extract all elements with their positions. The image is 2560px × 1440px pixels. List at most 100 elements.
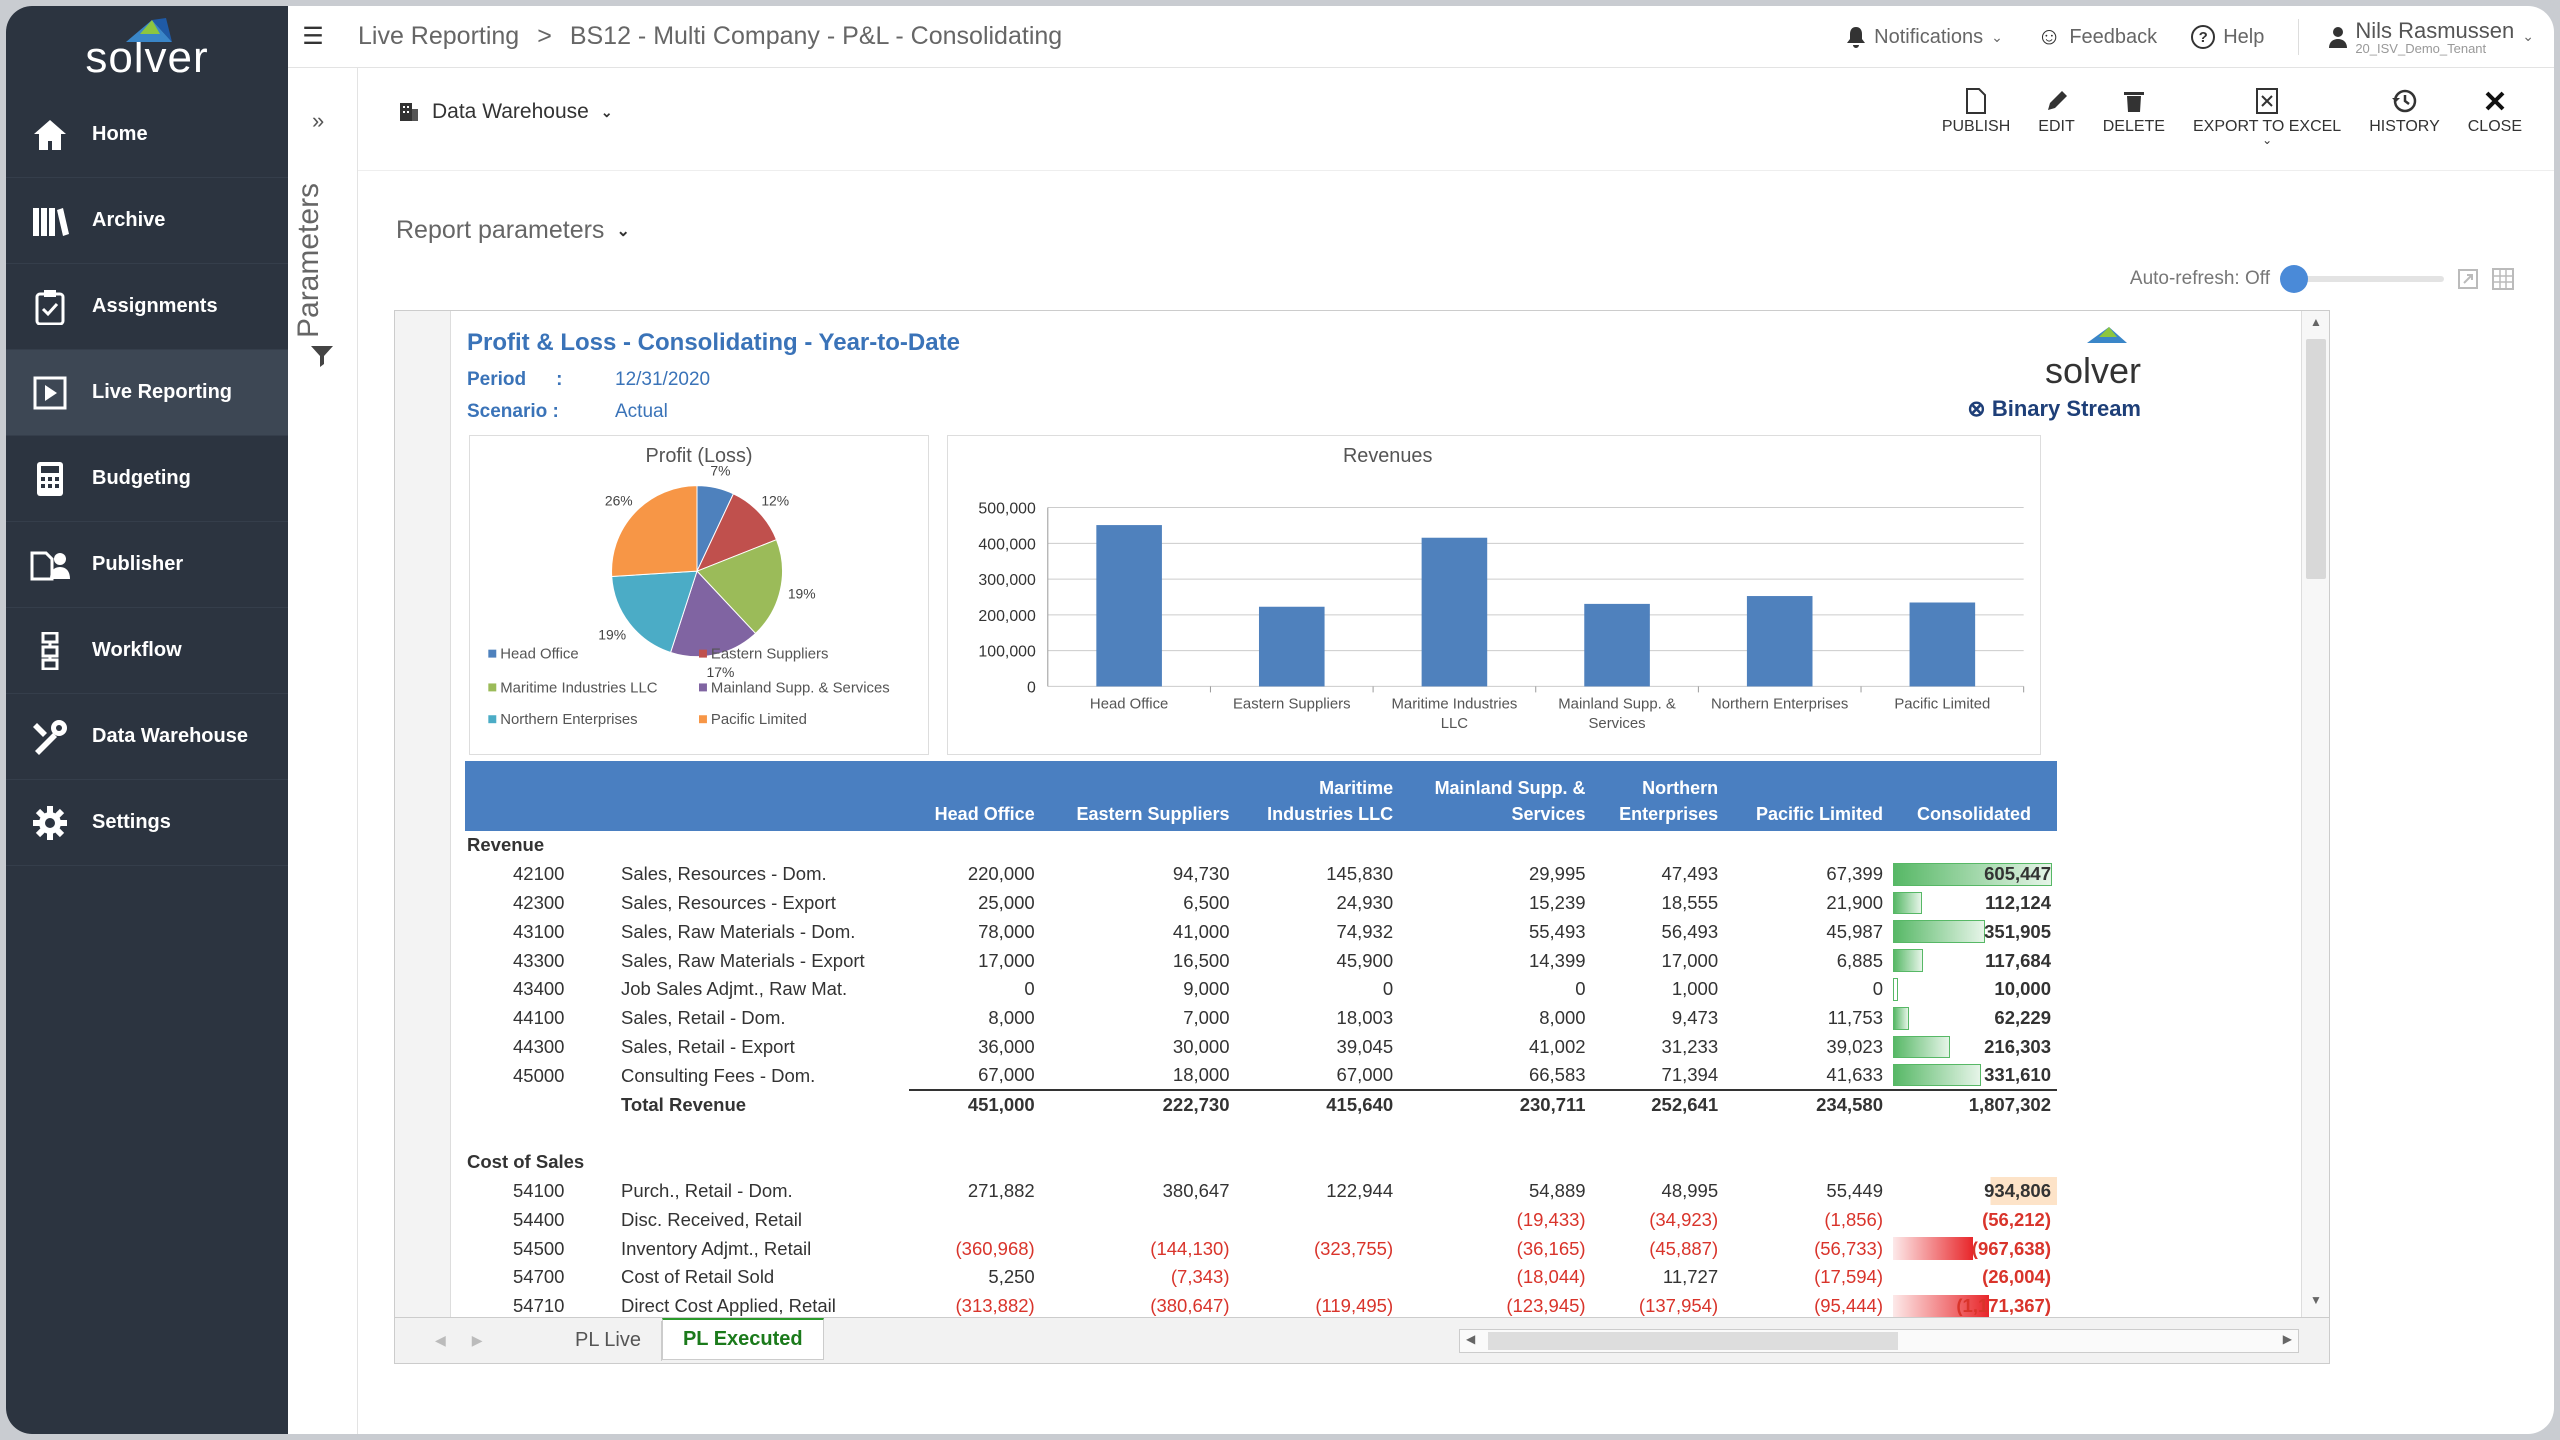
cell-value: 21,900 — [1826, 891, 1883, 913]
tab-pl-live[interactable]: PL Live — [555, 1320, 662, 1361]
breadcrumb-live-reporting[interactable]: Live Reporting — [358, 22, 520, 50]
sidebar-item-publisher[interactable]: Publisher — [6, 522, 288, 608]
sidebar-item-label: Publisher — [92, 553, 184, 575]
auto-refresh-slider[interactable] — [2280, 265, 2444, 293]
table-row[interactable]: 54400 Disc. Received, Retail (19,433) (34,9… — [465, 1205, 2057, 1234]
data-bar — [1893, 891, 1923, 915]
pie-title: Profit (Loss) — [645, 445, 752, 467]
edit-button[interactable]: EDIT — [2024, 84, 2088, 144]
consolidated-value: 605,447 — [1984, 863, 2051, 885]
revenue-bar — [1421, 537, 1488, 687]
table-row[interactable]: 43400 Job Sales Adjmt., Raw Mat. 0 9,000 0 0 1… — [465, 975, 2057, 1004]
table-row[interactable]: 44300 Sales, Retail - Export 36,000 30,000 3… — [465, 1033, 2057, 1062]
user-menu[interactable]: Nils Rasmussen 20_ISV_Demo_Tenant ⌄ — [2298, 19, 2534, 56]
expand-icon[interactable] — [2458, 269, 2478, 289]
datasource-select[interactable]: Data Warehouse ⌄ — [398, 100, 613, 124]
table-row[interactable]: 44100 Sales, Retail - Dom. 8,000 7,000 18,00… — [465, 1004, 2057, 1033]
consolidated-value: 112,124 — [1985, 891, 2051, 913]
pie-legend-item: Maritime Industries LLC — [500, 680, 657, 696]
expand-panel-icon[interactable]: » — [312, 108, 325, 133]
scrollbar-thumb[interactable] — [2306, 339, 2326, 579]
main-content: Data Warehouse ⌄ PUBLISH EDIT DELETE EXP… — [358, 68, 2554, 1434]
play-icon — [28, 371, 72, 415]
report-viewer: Profit & Loss - Consolidating - Year-to-… — [394, 310, 2330, 1364]
account-code: 43400 — [513, 978, 565, 1000]
table-row[interactable]: 42300 Sales, Resources - Export 25,000 6,50… — [465, 889, 2057, 918]
cell-value: 6,885 — [1836, 949, 1883, 971]
x-tick-label: Mainland Supp. & — [1558, 696, 1676, 712]
report-parameters-label: Report parameters — [396, 216, 605, 244]
history-button[interactable]: HISTORY — [2355, 84, 2454, 144]
table-row[interactable]: 54710 Direct Cost Applied, Retail (313,882… — [465, 1292, 2057, 1321]
parameters-label[interactable]: Parameters — [292, 182, 325, 338]
account-description: Sales, Retail - Dom. — [621, 1007, 786, 1029]
total-value: 234,580 — [1726, 1089, 1891, 1119]
help-link[interactable]: ? Help — [2191, 25, 2264, 49]
sidebar-item-archive[interactable]: Archive — [6, 178, 288, 264]
cell-value — [1043, 1205, 1238, 1234]
pie-slice-label: 12% — [761, 492, 789, 508]
consolidated-value: 117,684 — [1985, 949, 2051, 971]
sidebar-item-workflow[interactable]: Workflow — [6, 608, 288, 694]
filter-icon[interactable] — [310, 344, 334, 368]
cell-value: 122,944 — [1326, 1179, 1394, 1201]
sidebar-item-budgeting[interactable]: Budgeting — [6, 436, 288, 522]
export-to-excel-button[interactable]: EXPORT TO EXCEL ⌄ — [2179, 84, 2355, 146]
sidebar-item-settings[interactable]: Settings — [6, 780, 288, 866]
cell-value: 74,932 — [1336, 920, 1394, 942]
cell-value: 24,930 — [1336, 891, 1394, 913]
cell-value: 14,399 — [1528, 949, 1586, 971]
table-row[interactable]: 54700 Cost of Retail Sold 5,250 (7,343) (18,… — [465, 1263, 2057, 1292]
scroll-right-icon[interactable]: ▶ — [2282, 1332, 2292, 1346]
tab-prev-icon[interactable]: ◀ — [435, 1332, 446, 1348]
slider-knob[interactable] — [2280, 265, 2308, 293]
hscroll-thumb[interactable] — [1488, 1332, 1898, 1350]
report-parameters-toggle[interactable]: Report parameters ⌄ — [396, 216, 630, 245]
table-row[interactable]: 43300 Sales, Raw Materials - Export 17,000… — [465, 946, 2057, 975]
notifications-menu[interactable]: Notifications ⌄ — [1846, 26, 2003, 49]
scroll-left-icon[interactable]: ◀ — [1466, 1332, 1476, 1346]
sidebar-item-live-reporting[interactable]: Live Reporting — [6, 350, 288, 436]
sidebar-item-data-warehouse[interactable]: Data Warehouse — [6, 694, 288, 780]
horizontal-scrollbar[interactable]: ◀ ▶ — [1459, 1329, 2299, 1353]
gear-icon — [28, 801, 72, 845]
x-tick-label: Northern Enterprises — [1711, 696, 1848, 712]
cell-value: 55,493 — [1528, 920, 1586, 942]
cell-value: 78,000 — [978, 920, 1035, 942]
sidebar-item-home[interactable]: Home — [6, 92, 288, 178]
delete-button[interactable]: DELETE — [2089, 84, 2179, 144]
pie-slice — [669, 570, 757, 658]
solver-logo[interactable]: solver — [6, 6, 288, 92]
cell-value: 0 — [1872, 978, 1883, 1000]
notifications-label: Notifications — [1874, 25, 1984, 48]
scenario-row: Scenario : Actual — [467, 401, 668, 423]
legend-swatch — [699, 683, 707, 692]
cell-value: (137,954) — [1638, 1294, 1719, 1316]
account-description: Direct Cost Applied, Retail — [621, 1295, 836, 1317]
bar-title: Revenues — [1343, 445, 1432, 467]
publish-button[interactable]: PUBLISH — [1928, 84, 2024, 144]
table-row[interactable]: 42100 Sales, Resources - Dom. 220,000 94,73… — [465, 860, 2057, 889]
total-value: 451,000 — [909, 1089, 1043, 1119]
tab-pl-executed[interactable]: PL Executed — [661, 1317, 824, 1360]
table-row[interactable]: 45000 Consulting Fees - Dom. 67,000 18,000 6… — [465, 1061, 2057, 1090]
tab-next-icon[interactable]: ▶ — [471, 1332, 483, 1348]
breadcrumb-separator: > — [537, 22, 552, 50]
revenue-bar — [1258, 606, 1325, 687]
consolidated-cell: 605,447 — [1891, 860, 2057, 889]
close-button[interactable]: CLOSE — [2454, 84, 2536, 144]
sheet-tabs: ◀ ▶ PL Live PL Executed ◀ ▶ — [395, 1317, 2329, 1363]
table-row[interactable]: 54500 Inventory Adjmt., Retail (360,968) (1… — [465, 1234, 2057, 1263]
table-row[interactable]: 43100 Sales, Raw Materials - Dom. 78,000 41… — [465, 917, 2057, 946]
scroll-down-icon[interactable]: ▼ — [2310, 1293, 2322, 1307]
cell-value: (323,755) — [1313, 1237, 1394, 1259]
table-row[interactable]: 54100 Purch., Retail - Dom. 271,882 380,647… — [465, 1176, 2057, 1206]
feedback-link[interactable]: ☺ Feedback — [2037, 23, 2157, 51]
hamburger-menu-icon[interactable]: ☰ — [302, 23, 324, 50]
grid-view-icon[interactable] — [2492, 268, 2514, 290]
cell-value: (313,882) — [955, 1294, 1035, 1316]
sidebar-item-assignments[interactable]: Assignments — [6, 264, 288, 350]
pencil-icon — [2047, 91, 2067, 110]
scroll-up-icon[interactable]: ▲ — [2310, 315, 2322, 329]
vertical-scrollbar[interactable]: ▲ ▼ — [2301, 311, 2329, 1317]
